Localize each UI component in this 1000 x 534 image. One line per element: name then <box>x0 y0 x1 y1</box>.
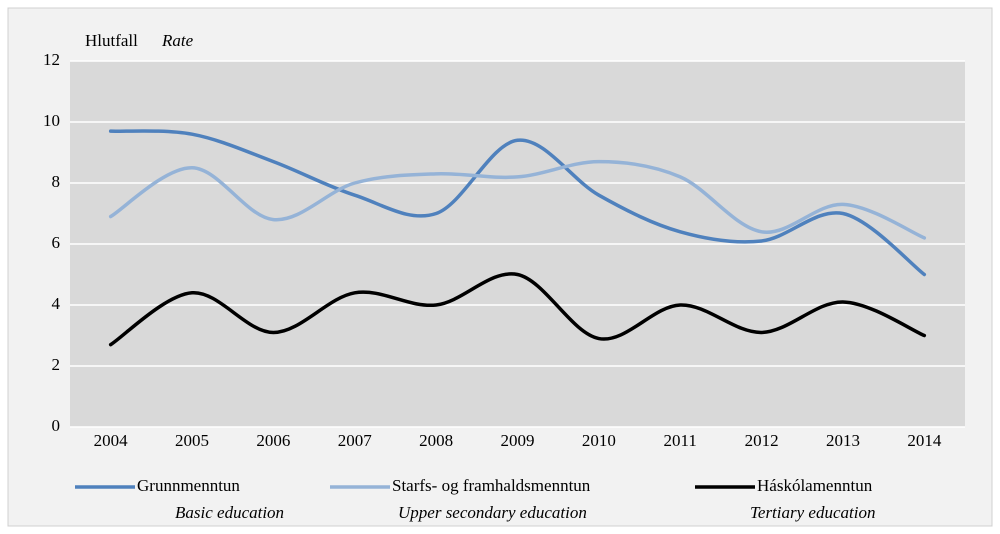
legend-subtitle: Basic education <box>175 503 284 522</box>
x-tick-label: 2013 <box>826 431 860 450</box>
legend-label: Starfs- og framhaldsmenntun <box>392 476 591 495</box>
y-axis-label-en: Rate <box>161 31 194 50</box>
legend-label: Háskólamenntun <box>757 476 873 495</box>
x-tick-label: 2011 <box>664 431 697 450</box>
x-tick-label: 2009 <box>501 431 535 450</box>
y-tick-label: 0 <box>52 416 61 435</box>
y-tick-label: 10 <box>43 111 60 130</box>
x-tick-label: 2006 <box>256 431 290 450</box>
x-tick-label: 2005 <box>175 431 209 450</box>
x-tick-label: 2010 <box>582 431 616 450</box>
y-axis-label: Hlutfall <box>85 31 138 50</box>
series-line <box>108 129 927 277</box>
y-tick-label: 2 <box>52 355 61 374</box>
x-tick-label: 2014 <box>907 431 942 450</box>
x-tick-label: 2004 <box>94 431 129 450</box>
x-tick-label: 2012 <box>745 431 779 450</box>
legend-label: Grunnmenntun <box>137 476 240 495</box>
y-tick-label: 4 <box>52 294 61 313</box>
series-line <box>108 159 927 240</box>
y-tick-label: 12 <box>43 50 60 69</box>
series-line <box>108 272 927 347</box>
x-tick-label: 2007 <box>338 431 373 450</box>
legend-subtitle: Tertiary education <box>750 503 875 522</box>
y-tick-label: 6 <box>52 233 61 252</box>
x-tick-label: 2008 <box>419 431 453 450</box>
legend-subtitle: Upper secondary education <box>398 503 587 522</box>
y-tick-label: 8 <box>52 172 61 191</box>
